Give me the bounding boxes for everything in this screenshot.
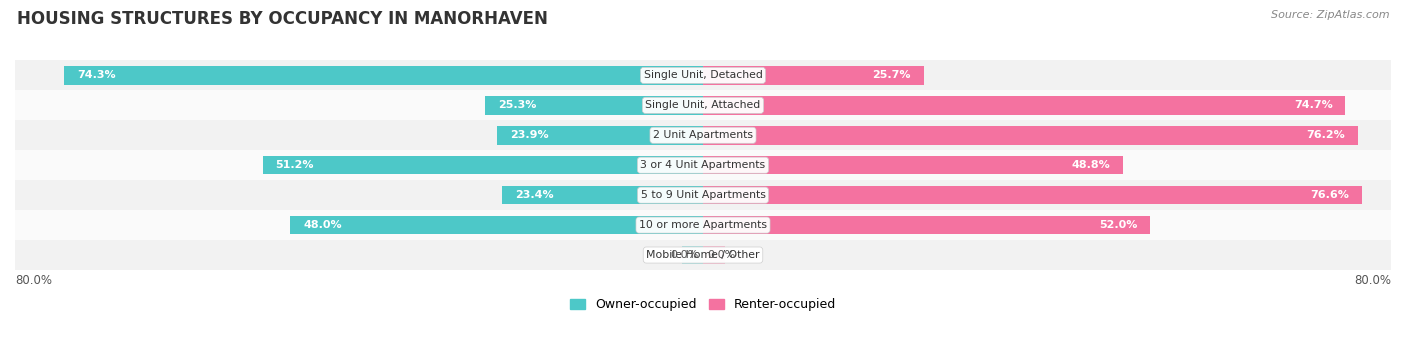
Bar [682, 246, 703, 264]
Bar [15, 240, 1391, 270]
Bar [703, 126, 1358, 145]
Text: 80.0%: 80.0% [1354, 273, 1391, 286]
Bar [65, 66, 703, 85]
Text: 23.9%: 23.9% [510, 130, 548, 140]
Text: 52.0%: 52.0% [1099, 220, 1137, 230]
Bar [263, 156, 703, 175]
Text: 74.3%: 74.3% [77, 70, 115, 80]
Text: 76.6%: 76.6% [1310, 190, 1348, 200]
Text: 51.2%: 51.2% [276, 160, 314, 170]
Text: 48.0%: 48.0% [304, 220, 342, 230]
Bar [703, 246, 724, 264]
Text: 80.0%: 80.0% [15, 273, 52, 286]
Bar [15, 180, 1391, 210]
Legend: Owner-occupied, Renter-occupied: Owner-occupied, Renter-occupied [565, 293, 841, 316]
Text: Single Unit, Attached: Single Unit, Attached [645, 100, 761, 110]
Bar [502, 186, 703, 204]
Text: 74.7%: 74.7% [1294, 100, 1333, 110]
Bar [703, 66, 924, 85]
Text: 3 or 4 Unit Apartments: 3 or 4 Unit Apartments [641, 160, 765, 170]
Text: HOUSING STRUCTURES BY OCCUPANCY IN MANORHAVEN: HOUSING STRUCTURES BY OCCUPANCY IN MANOR… [17, 10, 548, 28]
Bar [703, 96, 1346, 115]
Text: 25.3%: 25.3% [498, 100, 537, 110]
Text: 76.2%: 76.2% [1306, 130, 1346, 140]
Bar [15, 60, 1391, 90]
Text: 5 to 9 Unit Apartments: 5 to 9 Unit Apartments [641, 190, 765, 200]
Text: 0.0%: 0.0% [671, 250, 699, 260]
Bar [703, 216, 1150, 234]
Bar [485, 96, 703, 115]
Text: Mobile Home / Other: Mobile Home / Other [647, 250, 759, 260]
Bar [703, 156, 1122, 175]
Bar [703, 186, 1362, 204]
Bar [290, 216, 703, 234]
Text: 2 Unit Apartments: 2 Unit Apartments [652, 130, 754, 140]
Text: Single Unit, Detached: Single Unit, Detached [644, 70, 762, 80]
Bar [15, 210, 1391, 240]
Bar [15, 90, 1391, 120]
Text: 0.0%: 0.0% [707, 250, 735, 260]
Text: Source: ZipAtlas.com: Source: ZipAtlas.com [1271, 10, 1389, 20]
Text: 25.7%: 25.7% [873, 70, 911, 80]
Text: 23.4%: 23.4% [515, 190, 554, 200]
Bar [15, 150, 1391, 180]
Bar [498, 126, 703, 145]
Text: 10 or more Apartments: 10 or more Apartments [638, 220, 768, 230]
Bar [15, 120, 1391, 150]
Text: 48.8%: 48.8% [1071, 160, 1109, 170]
